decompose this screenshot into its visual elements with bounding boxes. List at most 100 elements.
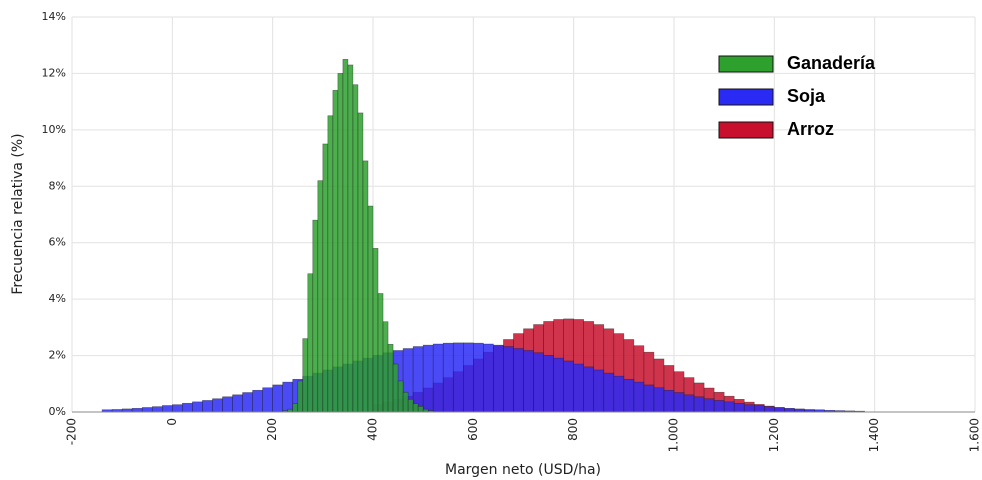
histogram-bar bbox=[387, 343, 394, 413]
y-tick-label: 10% bbox=[42, 123, 66, 136]
histogram-bar bbox=[312, 219, 319, 413]
histogram-bar bbox=[262, 387, 273, 413]
y-tick-label: 14% bbox=[42, 10, 66, 23]
histogram-bar bbox=[573, 363, 585, 413]
y-tick-label: 12% bbox=[42, 66, 66, 79]
histogram-bar bbox=[753, 405, 765, 413]
x-tick-label: 1.400 bbox=[867, 418, 881, 452]
legend-label: Soja bbox=[787, 86, 826, 106]
x-tick-label: 0 bbox=[165, 418, 179, 426]
y-tick-label: 4% bbox=[49, 292, 66, 305]
histogram-bar bbox=[663, 389, 675, 413]
histogram-bar bbox=[162, 405, 173, 413]
histogram-bar bbox=[593, 369, 605, 413]
histogram-bar bbox=[442, 342, 454, 413]
x-tick-label: 1.200 bbox=[767, 418, 781, 452]
x-tick-label: 400 bbox=[366, 418, 380, 441]
histogram-bar bbox=[131, 408, 143, 413]
histogram-bar bbox=[533, 352, 544, 413]
y-tick-label: 2% bbox=[49, 349, 66, 362]
histogram-bar bbox=[337, 73, 344, 413]
x-tick-label: 800 bbox=[566, 418, 580, 441]
histogram-bar bbox=[643, 384, 655, 413]
histogram-bar bbox=[633, 381, 645, 413]
legend-label: Arroz bbox=[787, 119, 834, 139]
histogram-bar bbox=[733, 402, 745, 413]
legend-label: Ganadería bbox=[787, 53, 876, 73]
histogram-bar bbox=[342, 59, 349, 413]
histogram-bar bbox=[703, 398, 715, 413]
histogram-bar bbox=[683, 394, 695, 413]
histogram-bar bbox=[693, 396, 705, 413]
histogram-bar bbox=[232, 394, 243, 413]
histogram-bar bbox=[503, 346, 514, 413]
histogram-bar bbox=[417, 406, 424, 413]
histogram-bar bbox=[297, 380, 304, 413]
histogram-bar bbox=[141, 407, 153, 413]
histogram-bar bbox=[673, 392, 685, 413]
histogram-bar bbox=[372, 248, 379, 413]
legend-swatch bbox=[718, 55, 774, 73]
legend-swatch bbox=[718, 88, 774, 106]
histogram-bar bbox=[192, 401, 203, 413]
histogram-bar bbox=[493, 344, 504, 413]
x-tick-label: 600 bbox=[466, 418, 480, 441]
y-tick-label: 6% bbox=[49, 236, 66, 249]
histogram-bar bbox=[352, 84, 359, 413]
histogram-bar bbox=[272, 384, 283, 413]
histogram-bar bbox=[151, 406, 163, 413]
histogram-bar bbox=[252, 389, 263, 413]
histogram-bar bbox=[553, 357, 564, 413]
x-tick-label: 1.000 bbox=[667, 418, 681, 452]
bars bbox=[101, 59, 865, 413]
histogram-bar bbox=[377, 293, 384, 413]
histogram-bar bbox=[362, 160, 369, 413]
histogram-bar bbox=[392, 363, 399, 413]
legend-swatch bbox=[718, 121, 774, 139]
x-axis-label: Margen neto (USD/ha) bbox=[445, 462, 601, 478]
histogram-bar bbox=[332, 90, 339, 413]
legend: Ganadería Soja Arroz bbox=[718, 53, 876, 139]
histogram-bar bbox=[623, 378, 635, 413]
histogram-bar bbox=[402, 391, 409, 413]
histogram-bar bbox=[452, 342, 464, 413]
histogram-bar bbox=[172, 404, 183, 413]
histogram-bar bbox=[483, 343, 494, 413]
histogram-bar bbox=[653, 387, 665, 413]
x-tick-label: 200 bbox=[265, 418, 279, 441]
histogram-bar bbox=[317, 180, 324, 413]
histogram-bar bbox=[357, 112, 364, 413]
histogram-bar bbox=[382, 321, 389, 413]
histogram-bar bbox=[327, 115, 334, 413]
histogram-bar bbox=[723, 401, 735, 413]
histogram-bar bbox=[367, 205, 374, 413]
x-tick-label: -200 bbox=[65, 418, 79, 445]
histogram-bar bbox=[713, 400, 725, 413]
histogram-bar bbox=[432, 343, 444, 413]
y-axis-label: Frecuencia relativa (%) bbox=[10, 133, 26, 294]
histogram-bar bbox=[543, 354, 554, 413]
histogram-bar bbox=[462, 342, 474, 413]
y-tick-label: 0% bbox=[49, 405, 66, 418]
histogram-bar bbox=[282, 381, 294, 413]
histogram-bar bbox=[513, 348, 524, 413]
histogram-bar bbox=[347, 64, 354, 413]
histogram-bar bbox=[182, 402, 193, 413]
histogram-bar bbox=[743, 404, 755, 413]
histogram-bar bbox=[222, 396, 233, 413]
histogram-bar bbox=[763, 406, 775, 413]
histogram-bar bbox=[473, 342, 484, 413]
histogram-bar bbox=[603, 372, 615, 413]
histogram-bar bbox=[292, 403, 299, 413]
histogram-bar bbox=[523, 350, 534, 413]
y-tick-label: 8% bbox=[49, 179, 66, 192]
histogram-bar bbox=[583, 366, 595, 413]
histogram-bar bbox=[307, 273, 314, 413]
histogram-bar bbox=[212, 398, 223, 413]
histogram-bar bbox=[774, 407, 785, 413]
histogram-bar bbox=[322, 143, 329, 413]
histogram-bar bbox=[422, 344, 434, 413]
histogram-bar bbox=[613, 375, 625, 413]
histogram-bar bbox=[784, 408, 795, 413]
